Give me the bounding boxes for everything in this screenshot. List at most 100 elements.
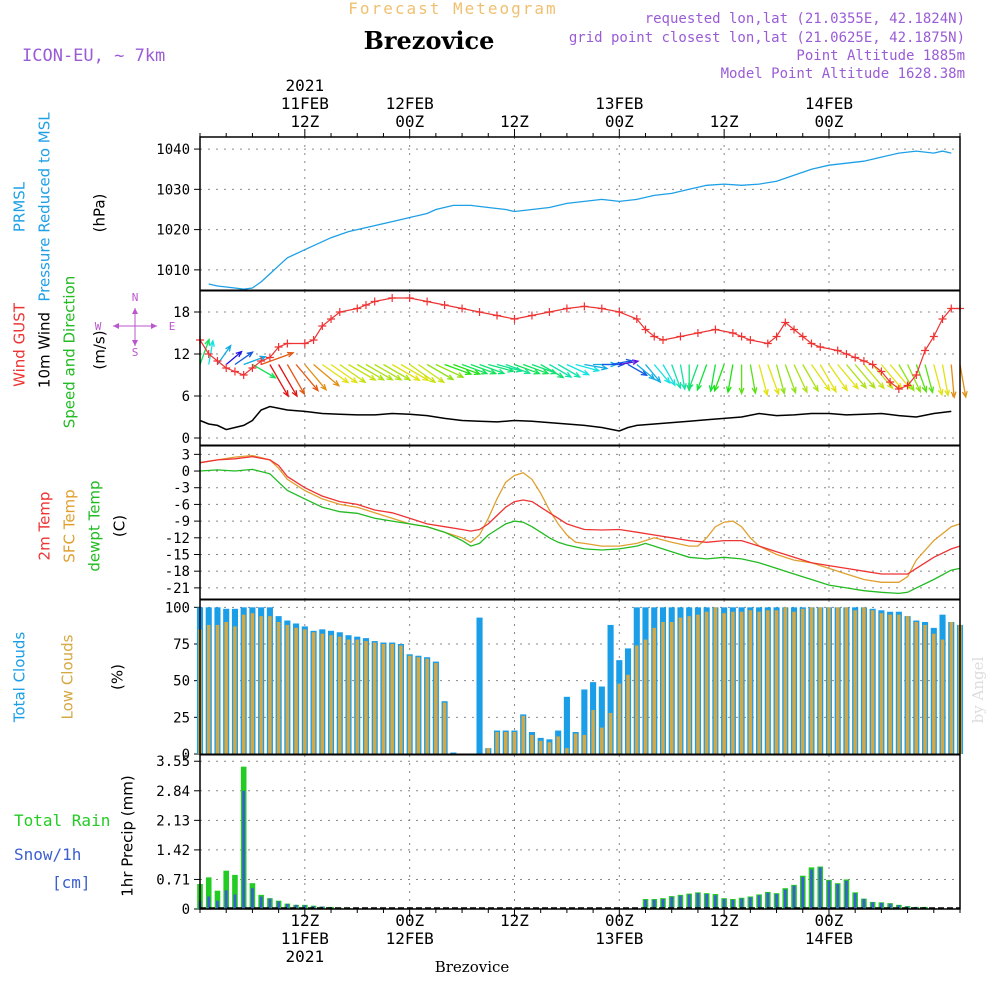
gust-marker bbox=[458, 304, 467, 313]
pressure-axis-labels: PRMSL Pressure Reduced to MSL (hPa) bbox=[11, 112, 109, 302]
axis-label: (C) bbox=[111, 515, 129, 537]
axis-label: PRMSL bbox=[11, 181, 29, 232]
low-cloud-bar bbox=[844, 607, 849, 754]
y-tick-label: -15 bbox=[165, 547, 190, 563]
wind-arrow bbox=[775, 364, 785, 394]
wind-arrow bbox=[627, 363, 647, 376]
gust-marker bbox=[790, 325, 799, 334]
wind-arrow-head bbox=[507, 367, 516, 373]
total-cloud-bar bbox=[581, 689, 588, 754]
wind-arrow bbox=[837, 364, 859, 390]
low-cloud-bar bbox=[669, 622, 674, 754]
y-tick-label: 3.55 bbox=[156, 754, 190, 770]
bottom-location-label: Brezovice bbox=[435, 958, 510, 976]
bottom-time-label: 00Z bbox=[815, 911, 844, 930]
wind-arrow-head bbox=[480, 369, 489, 375]
location-title: Brezovice bbox=[364, 26, 495, 55]
y-tick-label: 1030 bbox=[156, 182, 190, 198]
wind-arrow-head bbox=[763, 388, 769, 397]
gust-marker bbox=[711, 325, 720, 334]
y-tick-label: 50 bbox=[173, 674, 190, 690]
low-cloud-bar bbox=[346, 639, 351, 754]
wind-arrow-head bbox=[824, 384, 831, 392]
snow-bar bbox=[871, 902, 875, 909]
top-time-label: 13FEB bbox=[595, 94, 643, 113]
wind-arrow bbox=[444, 363, 472, 375]
wind-arrow-head bbox=[523, 368, 532, 375]
y-tick-label: 75 bbox=[173, 637, 190, 653]
low-cloud-bar bbox=[870, 610, 875, 754]
wind-arrow bbox=[584, 363, 608, 370]
wind-arrow bbox=[304, 364, 327, 391]
gust-marker bbox=[894, 385, 903, 393]
wind-arrow-head bbox=[287, 351, 295, 358]
gust-marker bbox=[615, 308, 624, 316]
gust-marker bbox=[335, 308, 344, 316]
temperature-panel: 30-3-6-9-12-15-18-21 2m Temp SFC Temp dewp… bbox=[36, 446, 961, 599]
bottom-time-label: 14FEB bbox=[805, 929, 853, 948]
low-cloud-bar bbox=[442, 702, 447, 754]
wind-arrow bbox=[514, 363, 540, 375]
gust-marker bbox=[746, 336, 755, 344]
low-cloud-bar bbox=[783, 607, 788, 754]
gust-marker bbox=[230, 367, 239, 376]
wind-arrow-head bbox=[403, 374, 412, 381]
y-tick-label: 12 bbox=[173, 347, 190, 363]
precip-legend-unit: [cm] bbox=[52, 873, 91, 892]
model-label: ICON-EU, ~ 7km bbox=[22, 46, 165, 66]
axis-label: 10m Wind bbox=[36, 312, 54, 388]
wind-arrow-head bbox=[497, 368, 506, 375]
low-cloud-bar bbox=[643, 639, 648, 754]
axis-label: Wind GUST bbox=[11, 302, 29, 387]
gust-marker bbox=[658, 336, 667, 344]
wind-arrow-head bbox=[369, 374, 377, 381]
gust-marker bbox=[886, 378, 895, 386]
low-cloud-bar bbox=[949, 622, 954, 754]
rain-bar bbox=[205, 877, 212, 909]
low-cloud-bar bbox=[276, 622, 281, 754]
y-tick-label: 0 bbox=[182, 431, 190, 447]
wind-arrow bbox=[802, 364, 819, 392]
wind-arrow-head bbox=[928, 386, 935, 395]
wind-arrow bbox=[898, 364, 915, 391]
wind-arrow-head bbox=[696, 383, 702, 392]
rain-bar bbox=[232, 874, 238, 909]
low-cloud-bar bbox=[565, 748, 569, 754]
gust-marker bbox=[580, 302, 589, 311]
axis-label: 2m Temp bbox=[36, 492, 54, 561]
low-cloud-bar bbox=[224, 622, 228, 754]
snow-bar bbox=[722, 899, 726, 909]
temperature-axis-labels: 2m Temp SFC Temp dewpt Temp (C) bbox=[36, 480, 129, 571]
low-cloud-bar bbox=[879, 613, 884, 754]
wind-arrow-head bbox=[774, 388, 780, 396]
wind-arrow bbox=[549, 363, 572, 378]
gust-marker bbox=[527, 311, 536, 320]
y-tick-label: 100 bbox=[165, 600, 190, 616]
wind-arrow bbox=[540, 363, 564, 379]
clouds-axis-labels: Total Clouds Low Clouds (%) bbox=[11, 632, 127, 724]
wind-arrow bbox=[295, 364, 319, 391]
bottom-time-label: 12Z bbox=[290, 911, 319, 930]
gust-marker bbox=[204, 350, 213, 358]
total-cloud-bar bbox=[607, 624, 614, 754]
gust-marker bbox=[798, 332, 807, 341]
gust-marker bbox=[650, 332, 659, 341]
axis-label: (%) bbox=[109, 664, 127, 690]
low-cloud-bar bbox=[608, 712, 613, 754]
snow-bar bbox=[652, 899, 656, 909]
low-cloud-bar bbox=[914, 622, 919, 754]
low-cloud-bar bbox=[521, 715, 525, 754]
gust-marker bbox=[763, 339, 772, 348]
sfc-temp-line bbox=[199, 454, 961, 583]
wind-arrow-head bbox=[675, 381, 682, 390]
wind-arrow bbox=[269, 364, 289, 397]
wind-arrow-head bbox=[565, 371, 573, 378]
gust-marker bbox=[772, 332, 781, 341]
wind-arrow bbox=[426, 363, 454, 381]
axis-label: (m/s) bbox=[91, 330, 109, 369]
grid-point-coords: grid point closest lon,lat (21.0625E, 42… bbox=[569, 30, 965, 46]
wind-arrow bbox=[713, 364, 725, 392]
gust-marker bbox=[562, 304, 571, 313]
low-cloud-bar bbox=[766, 610, 770, 754]
wind-arrow bbox=[383, 363, 411, 381]
